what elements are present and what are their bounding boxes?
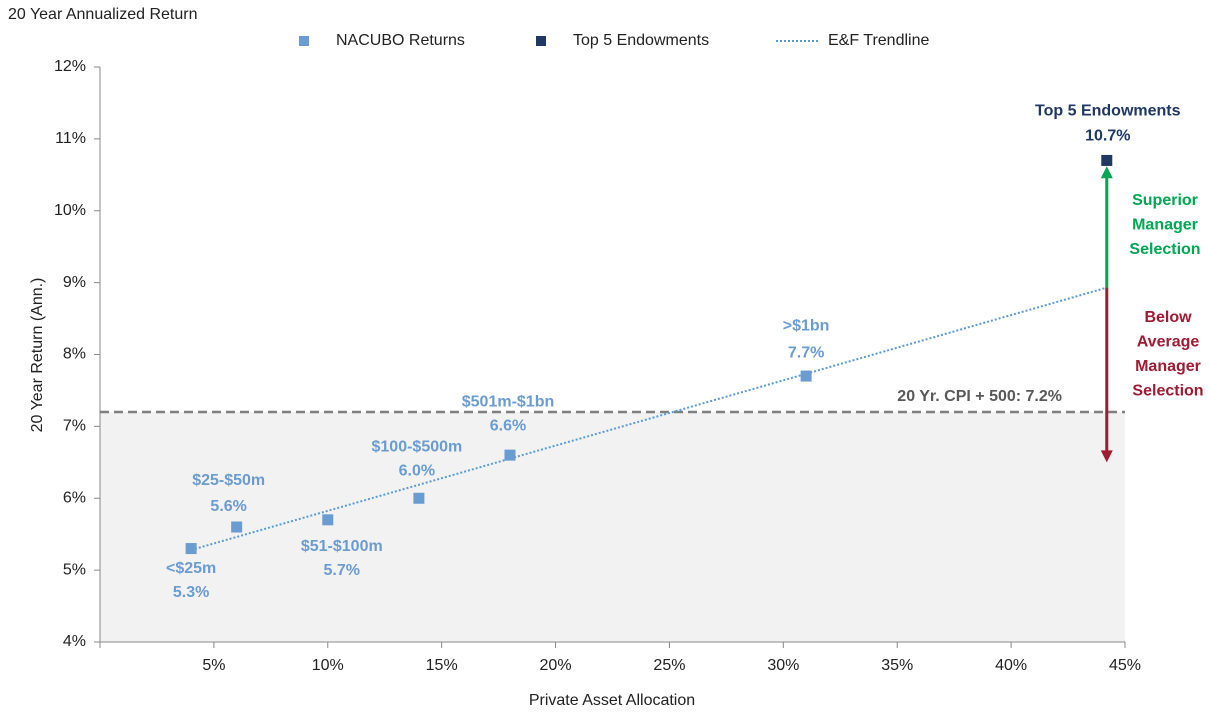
x-tick-label: 25% [653, 657, 685, 674]
legend-label: E&F Trendline [828, 32, 929, 49]
data-point [231, 521, 243, 533]
x-tick-label: 45% [1109, 657, 1141, 674]
annotation-text: Selection [1132, 383, 1203, 400]
point-label: >$1bn [783, 317, 830, 334]
x-tick-label: 10% [312, 657, 344, 674]
y-tick-label: 7% [63, 418, 86, 435]
y-tick-label: 4% [63, 633, 86, 650]
data-point [322, 514, 334, 526]
chart-title: 20 Year Annualized Return [8, 6, 197, 23]
annotation-text: Manager [1132, 217, 1198, 234]
data-label: 5.7% [324, 562, 360, 579]
annotation-text: Average [1137, 334, 1200, 351]
x-tick-label: 5% [202, 657, 225, 674]
y-tick-label: 9% [63, 274, 86, 291]
data-label: 7.7% [788, 344, 824, 361]
arrow-head [1100, 166, 1113, 179]
x-tick-label: 15% [426, 657, 458, 674]
arrow-head [1100, 450, 1113, 463]
y-tick-label: 5% [63, 561, 86, 578]
annotation-text: Manager [1135, 358, 1201, 375]
data-label: 10.7% [1085, 128, 1130, 145]
point-label: $100-$500m [372, 438, 463, 455]
point-label: $51-$100m [301, 538, 383, 555]
x-tick-label: 40% [995, 657, 1027, 674]
point-label: Top 5 Endowments [1035, 103, 1181, 120]
y-tick-label: 8% [63, 346, 86, 363]
data-point [504, 449, 516, 461]
legend-marker [536, 36, 546, 46]
y-tick-label: 12% [54, 58, 86, 75]
trendline [190, 286, 1108, 551]
data-label: 5.6% [210, 498, 246, 515]
point-label: $501m-$1bn [462, 393, 555, 410]
data-point [413, 492, 425, 504]
data-point [800, 370, 812, 382]
annotation-text: Below [1144, 309, 1192, 326]
data-point [1101, 154, 1113, 166]
data-label: 5.3% [173, 584, 209, 601]
point-label: $25-$50m [192, 472, 265, 489]
data-label: 6.6% [490, 417, 526, 434]
y-tick-label: 11% [55, 130, 86, 147]
annotation-text: Superior [1132, 192, 1198, 209]
x-tick-label: 20% [540, 657, 572, 674]
data-label: 6.0% [399, 462, 435, 479]
legend-marker [299, 36, 309, 46]
legend-label: NACUBO Returns [336, 32, 465, 49]
reference-label: 20 Yr. CPI + 500: 7.2% [897, 388, 1062, 405]
legend-label: Top 5 Endowments [573, 32, 709, 49]
data-point [185, 543, 197, 555]
point-label: <$25m [166, 560, 216, 577]
below-target-region [100, 412, 1125, 642]
y-tick-label: 10% [54, 202, 86, 219]
y-axis-label: 20 Year Return (Ann.) [29, 278, 46, 433]
y-tick-label: 6% [63, 489, 86, 506]
x-axis-label: Private Asset Allocation [529, 692, 695, 709]
x-tick-label: 30% [767, 657, 799, 674]
annotation-text: Selection [1129, 241, 1200, 258]
x-tick-label: 35% [881, 657, 913, 674]
